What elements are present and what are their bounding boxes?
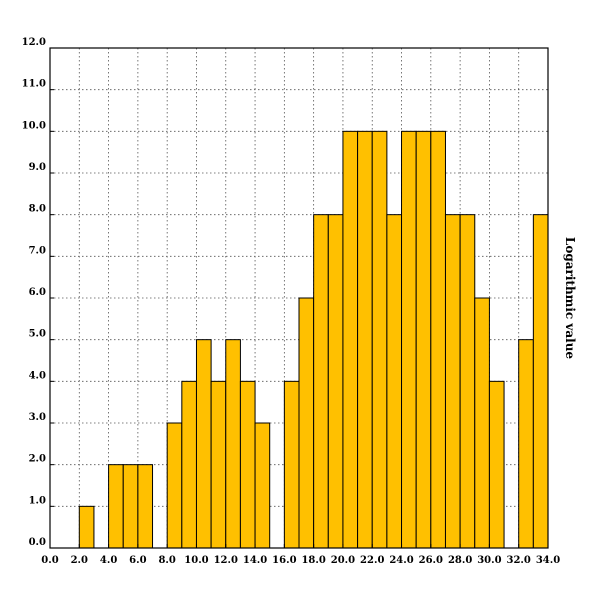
x-tick-label: 18.0	[301, 555, 325, 566]
x-tick-label: 10.0	[184, 555, 208, 566]
bar	[137, 464, 154, 549]
y-tick-label: 7.0	[29, 245, 46, 256]
x-tick-label: 28.0	[448, 555, 472, 566]
y-tick-label: 3.0	[29, 412, 46, 423]
bar	[518, 339, 534, 549]
y-tick-label: 6.0	[29, 287, 46, 298]
x-axis-ticks: 0.0 2.0 4.0 6.0 8.0 10.0 12.0 14.0 16.0 18.0 20.0 2…	[41, 544, 560, 566]
y-tick-label: 0.0	[29, 537, 46, 548]
x-tick-label: 32.0	[507, 555, 531, 566]
y-tick-label: 4.0	[29, 370, 46, 381]
bar	[254, 422, 271, 549]
x-tick-label: 6.0	[129, 555, 146, 566]
y-tick-label: 1.0	[29, 495, 46, 506]
bar	[195, 339, 212, 549]
bar	[122, 464, 139, 549]
bar	[239, 380, 256, 549]
y-axis-ticks: 0.0 1.0 2.0 3.0 4.0 5.0 6.0 7.0 8.0 9.0 10.0 11.0 12…	[22, 37, 54, 549]
bar	[78, 505, 95, 549]
bar	[181, 380, 197, 549]
bar	[108, 464, 124, 549]
y-tick-label: 2.0	[29, 454, 46, 465]
bar	[225, 339, 241, 549]
y-tick-label: 12.0	[22, 37, 46, 48]
bar	[532, 214, 549, 549]
y-tick-label: 9.0	[29, 162, 46, 173]
bar	[488, 380, 505, 549]
x-tick-label: 20.0	[331, 555, 355, 566]
bar	[401, 130, 417, 549]
bar	[386, 214, 403, 549]
y-tick-label: 8.0	[29, 204, 46, 215]
x-tick-label: 4.0	[100, 555, 117, 566]
x-tick-label: 24.0	[389, 555, 413, 566]
x-tick-label: 16.0	[272, 555, 296, 566]
y-tick-label: 10.0	[22, 120, 46, 131]
bar	[210, 380, 227, 549]
bar	[415, 130, 432, 549]
y-tick-label: 11.0	[22, 79, 46, 90]
bar	[371, 130, 388, 549]
x-tick-label: 14.0	[243, 555, 267, 566]
bar	[459, 214, 476, 549]
bar	[298, 297, 315, 549]
x-tick-label: 2.0	[71, 555, 88, 566]
x-tick-label: 34.0	[536, 555, 560, 566]
bar	[430, 130, 446, 549]
x-tick-label: 0.0	[41, 555, 58, 566]
x-tick-label: 8.0	[158, 555, 175, 566]
bar	[474, 297, 490, 549]
bars	[78, 130, 549, 549]
bar	[313, 214, 329, 549]
bar	[357, 130, 373, 549]
x-tick-label: 30.0	[477, 555, 501, 566]
bar	[166, 422, 183, 549]
x-tick-label: 12.0	[214, 555, 238, 566]
y-tick-label: 5.0	[29, 329, 46, 340]
x-tick-label: 26.0	[419, 555, 443, 566]
x-tick-label: 22.0	[360, 555, 384, 566]
bar	[444, 214, 461, 549]
bar	[327, 214, 344, 549]
bar	[342, 130, 359, 549]
y-axis-title: Logarithmic value	[563, 237, 577, 360]
bar	[283, 380, 300, 549]
